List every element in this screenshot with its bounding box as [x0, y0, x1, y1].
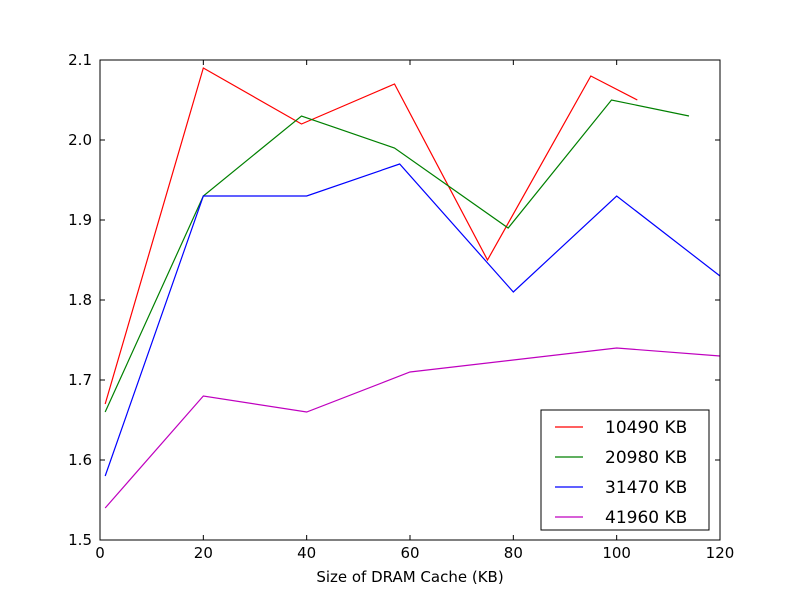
y-tick-label: 1.7: [68, 371, 92, 389]
legend-entry-label: 10490 KB: [605, 418, 687, 438]
y-tick-label: 2.1: [68, 51, 92, 69]
y-tick-label: 1.6: [68, 451, 92, 469]
series-line-2: [104, 163, 721, 477]
series-line-3: [104, 347, 721, 509]
x-tick-label: 60: [400, 544, 419, 562]
x-tick-label: 20: [194, 544, 213, 562]
ticks-layer: 0 20 40 60 80 100 120 1.5 1.6 1.7 1.8 1.9 2.0 2.1: [68, 51, 734, 562]
x-axis-label: Size of DRAM Cache (KB): [316, 568, 503, 586]
series-layer: [104, 67, 721, 509]
y-tick-label: 1.9: [68, 211, 92, 229]
legend-entry-label: 31470 KB: [605, 478, 687, 498]
legend: 10490 KB 20980 KB 31470 KB 41960 KB: [540, 409, 710, 531]
legend-entry-label: 41960 KB: [605, 508, 687, 528]
x-tick-label: 40: [297, 544, 316, 562]
x-tick-label: 100: [602, 544, 631, 562]
x-tick-label: 0: [95, 544, 105, 562]
y-tick-label: 2.0: [68, 131, 92, 149]
x-tick-label: 80: [504, 544, 523, 562]
y-tick-label: 1.5: [68, 531, 92, 549]
x-tick-label: 120: [706, 544, 735, 562]
y-tick-label: 1.8: [68, 291, 92, 309]
axes-frame: [99, 59, 721, 541]
legend-box: [540, 409, 710, 531]
legend-entry-label: 20980 KB: [605, 448, 687, 468]
series-line-0: [104, 67, 638, 405]
